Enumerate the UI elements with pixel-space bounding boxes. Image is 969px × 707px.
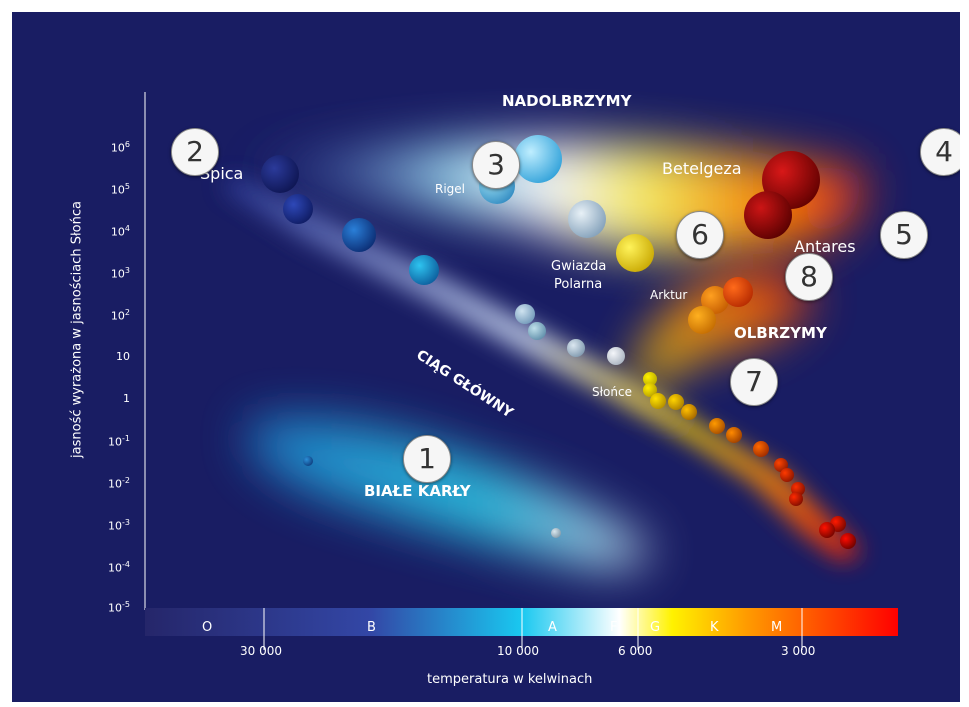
star-label-rigel: Rigel (435, 182, 466, 196)
hr-diagram: 106 105 104 103 102 10 1 10-1 10-2 10-3 10-4 10-5 j… (12, 12, 960, 702)
star-sphere (515, 304, 535, 324)
star-sphere (701, 286, 729, 314)
x-axis-label: temperatura w kelwinach (427, 672, 593, 687)
stars-layer (261, 135, 856, 549)
spectral-class-b: B (367, 620, 376, 635)
star-sphere (819, 522, 835, 538)
star-sphere (709, 418, 725, 434)
star-sphere (643, 372, 657, 386)
giant-glow (632, 270, 812, 392)
temp-label-3000: 3 000 (781, 644, 816, 658)
star-sphere (616, 234, 654, 272)
star-sphere (744, 191, 792, 239)
star-label-sun: Słońce (592, 385, 632, 399)
y-tick-label: 102 (110, 308, 130, 323)
y-tick-label: 10-3 (108, 518, 130, 533)
star-sphere (650, 393, 666, 409)
star-sphere (303, 456, 313, 466)
star-sphere (688, 306, 716, 334)
temp-label-30000: 30 000 (240, 644, 282, 658)
star-sphere (840, 533, 856, 549)
y-tick-label: 10-1 (108, 434, 130, 449)
spectral-class-k: K (710, 620, 719, 635)
badge-1[interactable]: 1 (403, 435, 451, 483)
star-sphere (514, 135, 562, 183)
star-sphere (681, 404, 697, 420)
badge-2[interactable]: 2 (171, 128, 219, 176)
spectral-class-m: M (771, 620, 783, 635)
star-label-polaris-2: Polarna (554, 277, 603, 292)
star-sphere (409, 255, 439, 285)
star-sphere (753, 441, 769, 457)
star-sphere (789, 492, 803, 506)
star-label-arcturus: Arktur (650, 288, 688, 302)
badge-4[interactable]: 4 (920, 128, 960, 176)
star-label-antares: Antares (794, 237, 856, 256)
y-tick-label: 105 (110, 182, 130, 197)
badge-8[interactable]: 8 (785, 253, 833, 301)
region-white-dwarfs: BIAŁE KARŁY (364, 482, 471, 500)
badge-7[interactable]: 7 (730, 358, 778, 406)
hr-diagram-canvas (144, 92, 898, 650)
star-sphere (668, 394, 684, 410)
star-sphere (607, 347, 625, 365)
star-sphere (342, 218, 376, 252)
main-sequence-glow (222, 177, 862, 562)
star-sphere (643, 383, 657, 397)
star-sphere (261, 155, 299, 193)
star-sphere (551, 528, 561, 538)
y-tick-label: 10-2 (108, 476, 130, 491)
y-tick-label: 10-4 (108, 560, 130, 575)
white-dwarf-glow (248, 418, 652, 568)
spectral-class-o: O (202, 620, 213, 635)
y-tick-label: 1 (123, 392, 130, 405)
y-tick-label: 103 (110, 266, 130, 281)
badge-6[interactable]: 6 (676, 211, 724, 259)
star-sphere (283, 194, 313, 224)
star-label-polaris-1: Gwiazda (551, 259, 607, 274)
star-sphere (780, 468, 794, 482)
y-tick-label: 10-5 (108, 600, 130, 615)
spectral-class-a: A (548, 620, 557, 635)
spectral-class-f: F (610, 620, 618, 635)
badge-3[interactable]: 3 (472, 141, 520, 189)
temp-label-10000: 10 000 (497, 644, 539, 658)
temp-label-6000: 6 000 (618, 644, 653, 658)
region-supergiants: NADOLBRZYMY (502, 92, 632, 110)
y-tick-label: 106 (110, 140, 130, 155)
star-sphere (726, 427, 742, 443)
star-sphere (567, 339, 585, 357)
region-giants: OLBRZYMY (734, 324, 827, 342)
badge-5[interactable]: 5 (880, 211, 928, 259)
star-label-betelgeuse: Betelgeza (662, 159, 742, 178)
star-sphere (723, 277, 753, 307)
y-axis-label: jasność wyrażona w jasnościach Słońca (69, 201, 85, 458)
y-tick-label: 10 (116, 350, 130, 363)
spectral-class-g: G (650, 620, 661, 635)
star-sphere (568, 200, 606, 238)
star-sphere (528, 322, 546, 340)
y-tick-label: 104 (110, 224, 130, 239)
